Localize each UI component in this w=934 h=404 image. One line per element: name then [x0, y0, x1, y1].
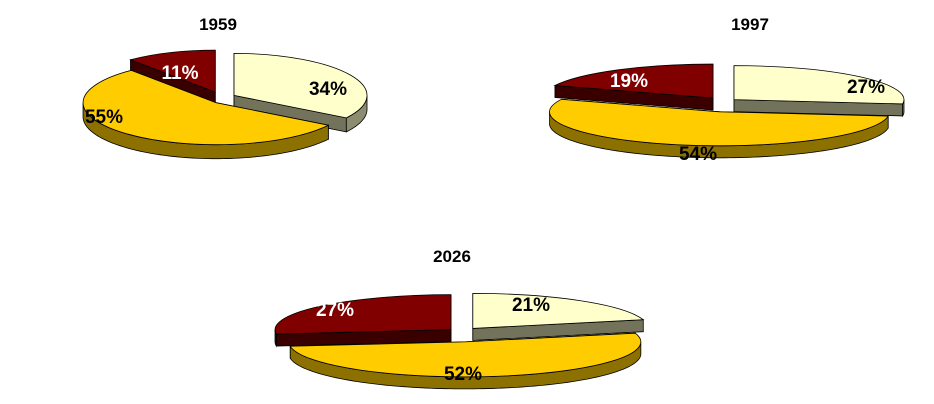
chart-title: 1997 [731, 15, 769, 34]
pie-chart-1997: 1997 27% 54% 19% [549, 15, 905, 165]
slice-data-label: 21% [512, 295, 550, 316]
slice-data-label: 11% [162, 63, 199, 84]
chart-title: 1959 [199, 15, 237, 34]
pie-slice [129, 49, 216, 93]
slice-data-label: 54% [679, 144, 717, 165]
pie-slice [274, 294, 452, 335]
pie-chart-2026: 2026 21% 52% 27% [274, 247, 645, 390]
slice-data-label: 27% [847, 77, 885, 98]
pie-slice [82, 69, 330, 146]
pie-slice [553, 63, 714, 99]
slice-data-label: 52% [444, 364, 482, 385]
slice-data-label: 19% [610, 71, 648, 92]
slice-data-label: 34% [309, 79, 347, 100]
pie-slice [289, 332, 642, 378]
pie-slice [472, 293, 645, 329]
pie-slice [233, 52, 368, 119]
pie-slice [549, 98, 889, 147]
slice-data-label: 55% [85, 107, 123, 128]
pie-chart-1959: 1959 34% 55% 11% [82, 15, 368, 160]
slice-data-label: 27% [316, 300, 354, 321]
chart-title: 2026 [433, 247, 471, 266]
pie-slice [733, 65, 905, 105]
